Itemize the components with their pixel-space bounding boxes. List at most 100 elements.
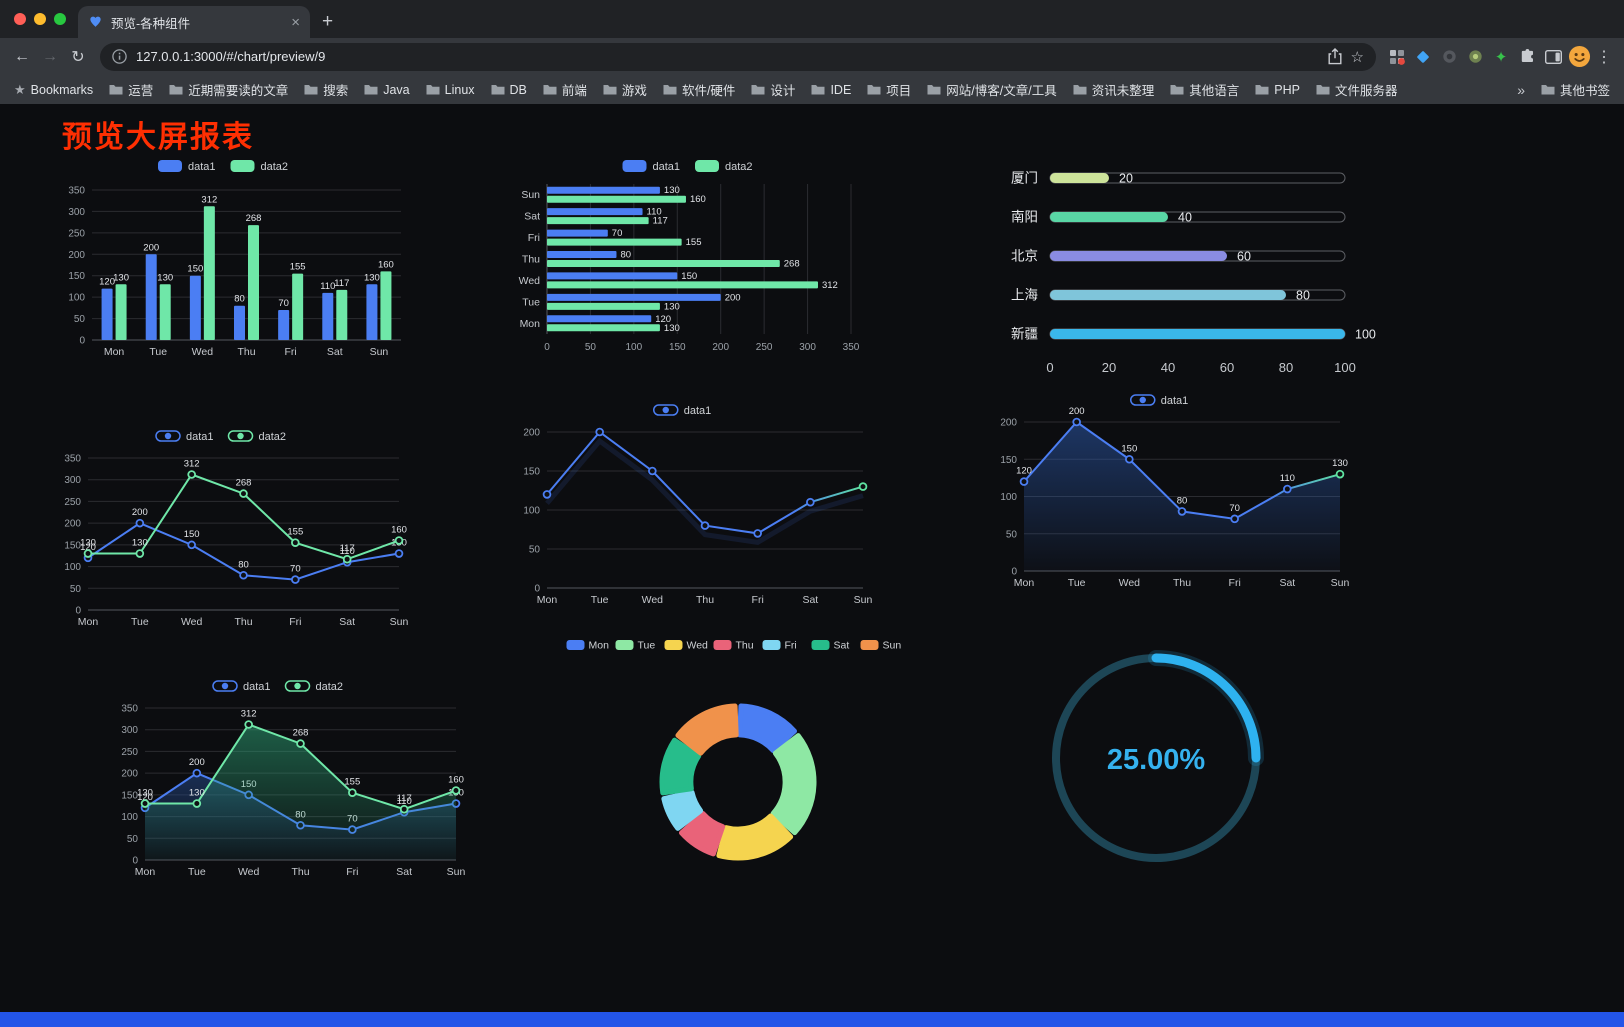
new-tab-button[interactable]: + (322, 11, 334, 32)
svg-text:200: 200 (121, 769, 138, 780)
bookmark-star-icon: ★ (14, 81, 26, 97)
bookmark-folder[interactable]: 网站/博客/文章/工具 (927, 80, 1057, 99)
extension-icon-diamond[interactable] (1410, 49, 1436, 65)
donut-chart[interactable]: Mon Tue Wed Thu Fri Sat Sun (558, 632, 918, 884)
svg-text:80: 80 (1279, 360, 1293, 375)
svg-text:南阳: 南阳 (1011, 210, 1038, 225)
svg-text:100: 100 (626, 342, 643, 353)
gauge-chart[interactable]: 25.00% (1040, 642, 1272, 874)
browser-menu-icon[interactable]: ⋮ (1596, 48, 1612, 66)
extension-icon-green-circle[interactable] (1462, 49, 1488, 64)
bookmark-label: Linux (444, 82, 475, 97)
reload-button[interactable]: ↻ (71, 48, 85, 66)
svg-text:Thu: Thu (291, 866, 309, 878)
svg-text:data2: data2 (725, 161, 753, 173)
site-info-icon[interactable] (112, 49, 127, 64)
bookmark-folder[interactable]: 运营 (109, 80, 153, 99)
browser-tab[interactable]: 预览-各种组件 × (78, 6, 310, 38)
page-title: 预览大屏报表 (62, 121, 254, 154)
svg-text:100: 100 (1000, 492, 1017, 503)
svg-text:0: 0 (79, 336, 85, 347)
bookmark-folder[interactable]: PHP (1255, 83, 1300, 97)
bookmark-folder[interactable]: 前端 (543, 80, 587, 99)
svg-text:70: 70 (612, 228, 623, 239)
svg-text:Thu: Thu (522, 254, 540, 266)
bookmark-folder[interactable]: 项目 (867, 80, 911, 99)
bookmark-star-button[interactable]: ☆ (1350, 48, 1364, 66)
bookmark-label: 搜索 (323, 84, 349, 98)
svg-text:上海: 上海 (1011, 288, 1038, 303)
bookmark-folder[interactable]: 资讯未整理 (1073, 80, 1154, 99)
svg-text:117: 117 (397, 793, 412, 804)
minimize-window-button[interactable] (34, 13, 46, 25)
svg-text:200: 200 (68, 250, 85, 261)
bookmarks-root[interactable]: ★ Bookmarks (14, 82, 93, 98)
forward-button[interactable]: → (42, 47, 58, 65)
bookmark-folder[interactable]: 搜索 (304, 80, 348, 99)
bookmark-folder[interactable]: 文件服务器 (1316, 80, 1397, 99)
folder-icon (426, 85, 440, 95)
svg-text:0: 0 (534, 584, 540, 595)
bookmark-folder[interactable]: 游戏 (603, 80, 647, 99)
extension-icon-grid[interactable] (1384, 49, 1410, 65)
other-bookmarks[interactable]: 其他书签 (1541, 80, 1610, 99)
back-button[interactable]: ← (14, 47, 30, 65)
svg-text:Mon: Mon (78, 616, 99, 628)
bookmark-folder[interactable]: IDE (811, 83, 851, 97)
address-bar[interactable]: 127.0.0.1:3000/#/chart/preview/9 ☆ (100, 42, 1376, 71)
multi-area-chart[interactable]: data1 data2 0 50 100 150 200 250 300 350 Mon Tue Wed… (103, 672, 468, 890)
folder-icon (663, 85, 677, 95)
url-text[interactable]: 127.0.0.1:3000/#/chart/preview/9 (136, 49, 326, 64)
svg-text:250: 250 (68, 228, 85, 239)
svg-text:data2: data2 (316, 681, 344, 693)
svg-text:155: 155 (686, 237, 702, 248)
dashboard-page: 预览大屏报表 data1 data2 0 50 100 150 200 250 300 350 Mo… (0, 104, 1624, 1027)
svg-text:117: 117 (334, 278, 349, 289)
svg-text:200: 200 (64, 519, 81, 530)
bookmark-folder[interactable]: DB (491, 83, 527, 97)
bookmark-folder[interactable]: 设计 (751, 80, 795, 99)
bookmark-folder[interactable]: 其他语言 (1170, 80, 1239, 99)
svg-text:120: 120 (80, 542, 96, 553)
share-icon[interactable] (1328, 48, 1342, 65)
svg-text:60: 60 (1220, 360, 1234, 375)
svg-text:312: 312 (822, 280, 838, 291)
folder-icon (304, 85, 318, 95)
svg-text:200: 200 (523, 428, 540, 439)
extensions-puzzle-icon[interactable] (1514, 48, 1540, 65)
bookmark-folder[interactable]: Linux (426, 83, 475, 97)
bookmark-label: Java (383, 82, 410, 97)
grouped-bar-chart[interactable]: data1 data2 0 50 100 150 200 250 300 350 Mon Tue Wed… (48, 150, 413, 368)
multi-line-chart[interactable]: data1 data2 0 50 100 150 200 250 300 350 Mon Tue Wed… (46, 422, 411, 640)
svg-text:0: 0 (544, 342, 550, 353)
side-panel-icon[interactable] (1540, 49, 1566, 64)
folder-icon (543, 85, 557, 95)
svg-text:268: 268 (236, 478, 252, 489)
bookmark-folder[interactable]: Java (364, 82, 410, 97)
profile-avatar[interactable] (1566, 45, 1592, 68)
bookmark-folder[interactable]: 近期需要读的文章 (169, 80, 288, 99)
bookmark-label: 其他书签 (1559, 84, 1610, 98)
svg-text:Fri: Fri (1229, 577, 1241, 589)
svg-text:50: 50 (127, 834, 139, 845)
area-line-chart[interactable]: data1 0 50 100 150 200 Mon Tue Wed Thu Fri Sat Sun 12… (982, 386, 1352, 601)
svg-text:Wed: Wed (181, 616, 203, 628)
close-window-button[interactable] (14, 13, 26, 25)
horizontal-bar-chart[interactable]: data1 data2 0 50 100 150 200 250 300 350 Sun 130 160… (505, 150, 885, 368)
bookmark-folder[interactable]: 软件/硬件 (663, 80, 735, 99)
extension-icon-green-star[interactable]: ✦ (1494, 48, 1508, 66)
progress-bar-chart[interactable]: 厦门 20 南阳 40 北京 60 上海 80 新疆 100 0 20 40 60 80 100 (998, 156, 1403, 388)
zoom-window-button[interactable] (54, 13, 66, 25)
svg-text:Thu: Thu (237, 346, 255, 358)
svg-text:110: 110 (320, 281, 335, 292)
svg-text:25.00%: 25.00% (1107, 744, 1206, 776)
extension-icon-dark-circle[interactable] (1436, 49, 1462, 64)
svg-text:80: 80 (238, 559, 249, 570)
svg-text:200: 200 (132, 507, 148, 518)
single-line-chart[interactable]: data1 0 50 100 150 200 Mon Tue Wed Thu Fri Sat Sun (505, 396, 875, 618)
bookmarks-overflow-chevron[interactable]: » (1517, 81, 1525, 98)
svg-text:200: 200 (725, 292, 741, 303)
tab-close-icon[interactable]: × (291, 13, 300, 31)
svg-text:50: 50 (1006, 529, 1018, 540)
svg-text:350: 350 (121, 704, 138, 715)
